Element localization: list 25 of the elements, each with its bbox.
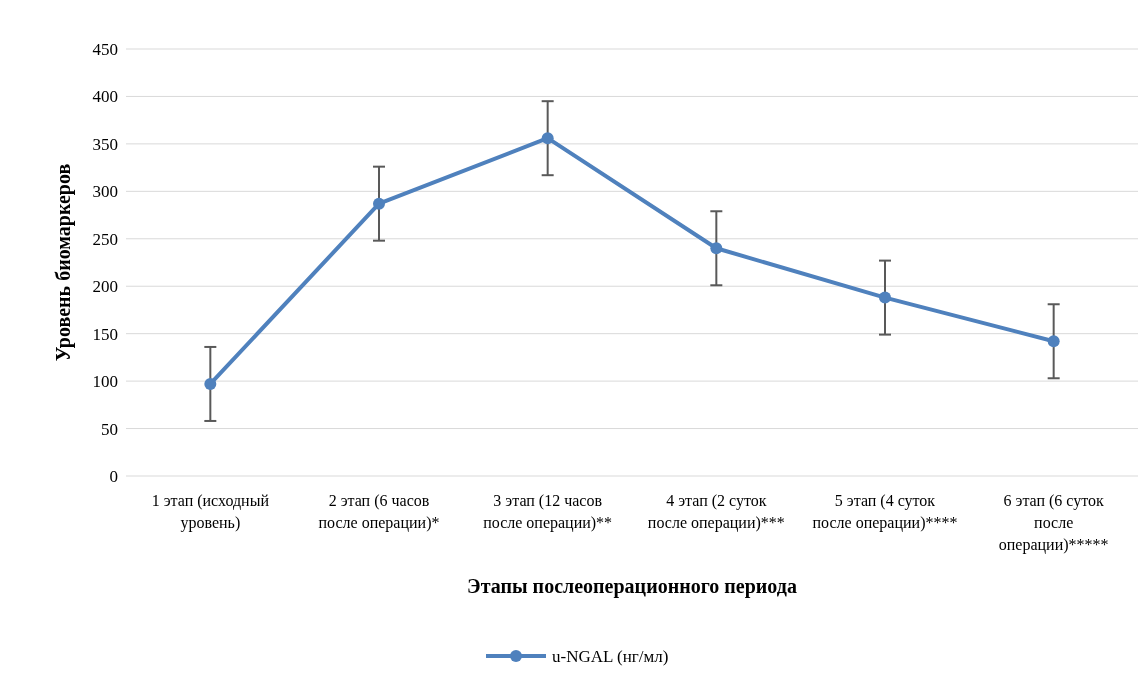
point — [879, 291, 891, 304]
y-tick-label: 200 — [92, 277, 118, 297]
y-tick-label: 100 — [92, 372, 118, 392]
legend-label: u-NGAL (нг/мл) — [552, 646, 669, 666]
y-tick-label: 400 — [92, 87, 118, 107]
x-tick-label: 6 этап (6 суток после операции)***** — [998, 492, 1109, 554]
y-tick-label: 150 — [92, 324, 118, 344]
y-tick-label: 50 — [101, 419, 118, 439]
point — [373, 197, 385, 210]
y-tick-label: 0 — [109, 466, 118, 486]
x-tick-label: 5 этап (4 суток после операции)**** — [812, 492, 958, 532]
x-tick-label: 4 этап (2 суток после операции)*** — [647, 492, 785, 532]
x-axis-title: Этапы послеоперационного периода — [467, 575, 797, 598]
y-tick-label: 250 — [92, 229, 118, 249]
y-axis-title: Уровень биомаркеров — [52, 163, 75, 362]
point — [541, 132, 554, 145]
point — [1047, 335, 1060, 348]
y-tick-label: 450 — [92, 39, 118, 59]
point — [710, 242, 723, 255]
point — [204, 377, 217, 390]
y-tick-label: 300 — [92, 182, 118, 202]
x-tick-label: 1 этап (исходный уровень) — [151, 492, 270, 532]
x-tick-label: 2 этап (6 часов после операции)* — [318, 492, 440, 532]
x-tick-label: 3 этап (12 часов после операции)** — [483, 492, 613, 532]
y-tick-label: 350 — [92, 134, 118, 154]
